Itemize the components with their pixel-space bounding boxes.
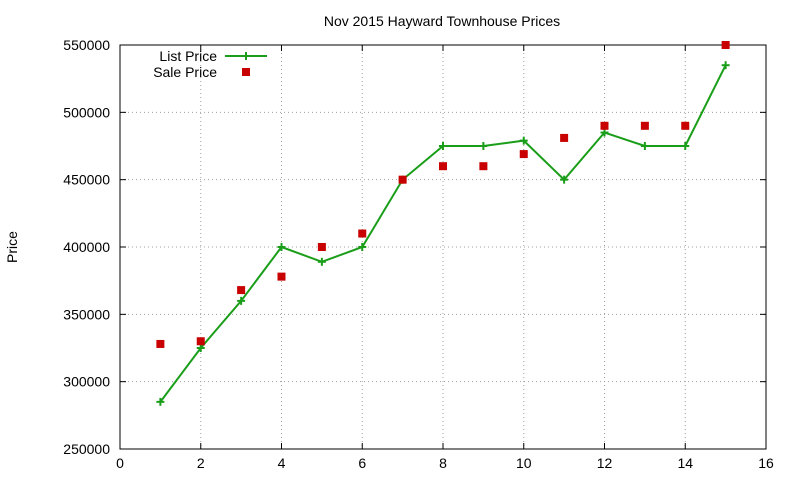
x-tick-label: 8 <box>439 455 447 471</box>
data-point <box>560 133 569 142</box>
chart-title: Nov 2015 Hayward Townhouse Prices <box>324 13 560 29</box>
legend: List Price Sale Price <box>153 48 267 80</box>
x-tick-label: 6 <box>358 455 366 471</box>
data-point <box>439 142 447 150</box>
data-point <box>600 128 609 137</box>
legend-swatch-list-price <box>225 52 267 60</box>
data-point <box>237 296 246 305</box>
data-point <box>681 121 690 130</box>
legend-swatch-sale-price <box>242 68 250 76</box>
y-tick-label: 400000 <box>63 239 110 255</box>
legend-label-sale-price: Sale Price <box>153 64 217 80</box>
x-tick-label: 10 <box>516 455 532 471</box>
data-point <box>277 243 286 251</box>
data-point <box>479 162 488 171</box>
data-point <box>358 243 367 251</box>
data-point <box>681 142 690 150</box>
data-point <box>277 272 286 281</box>
data-point <box>196 344 205 352</box>
y-tick-label: 500000 <box>63 104 110 120</box>
data-point <box>196 337 205 346</box>
data-point <box>721 61 730 70</box>
data-point <box>721 41 730 49</box>
x-axis-tick-labels: 0 2 4 6 8 10 12 14 16 <box>116 455 774 471</box>
x-tick-label: 4 <box>278 455 286 471</box>
data-point <box>156 397 165 406</box>
data-point <box>479 142 488 150</box>
axis-ticks <box>119 44 767 450</box>
y-axis-title: Price <box>4 231 20 263</box>
y-axis-tick-labels: 250000 300000 350000 400000 450000 500000 5500… <box>63 37 110 457</box>
data-point <box>317 243 326 251</box>
y-tick-label: 300000 <box>63 374 110 390</box>
y-tick-label: 550000 <box>63 37 110 53</box>
data-point <box>439 162 447 171</box>
legend-marker <box>242 68 250 76</box>
y-tick-label: 350000 <box>63 306 110 322</box>
y-tick-label: 450000 <box>63 172 110 188</box>
legend-marker <box>242 52 250 60</box>
x-tick-label: 12 <box>597 455 613 471</box>
x-tick-label: 16 <box>758 455 774 471</box>
x-tick-label: 0 <box>116 455 124 471</box>
data-point <box>600 121 609 130</box>
data-point <box>317 257 326 266</box>
data-point <box>640 121 649 130</box>
data-point <box>519 150 528 159</box>
data-point <box>398 175 407 184</box>
data-point <box>237 286 246 295</box>
grid-lines <box>120 45 766 449</box>
data-point <box>560 175 569 184</box>
data-point <box>640 142 649 150</box>
y-tick-label: 250000 <box>63 441 110 457</box>
legend-label-list-price: List Price <box>159 48 217 64</box>
data-point <box>519 136 528 145</box>
series-layer <box>156 41 730 406</box>
x-tick-label: 14 <box>677 455 693 471</box>
x-tick-label: 2 <box>197 455 205 471</box>
series-sale-price <box>156 41 730 348</box>
data-point <box>358 229 367 238</box>
data-point <box>156 339 165 348</box>
